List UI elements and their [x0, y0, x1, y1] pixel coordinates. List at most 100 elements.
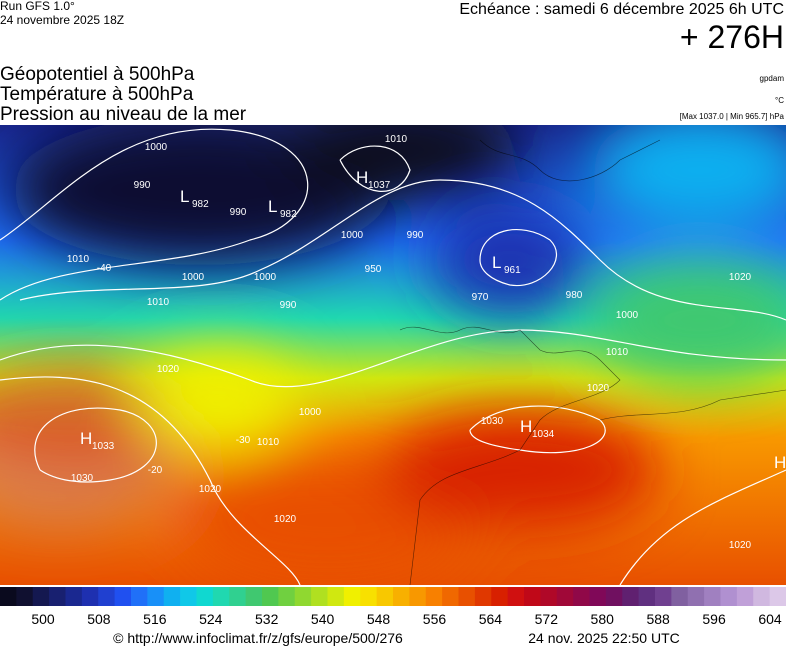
colorbar-tick-label: 548: [367, 611, 391, 627]
colorbar-swatch: [556, 587, 574, 606]
colorbar-swatch: [491, 587, 509, 606]
colorbar-swatch: [687, 587, 705, 606]
contour-label: 1010: [385, 134, 408, 145]
colorbar-swatch: [442, 587, 459, 606]
contour-label: 1020: [274, 514, 297, 525]
colorbar-swatch: [229, 587, 247, 606]
colorbar-swatch: [49, 587, 66, 606]
center-kind: L: [180, 187, 189, 206]
colorbar-swatch: [81, 587, 99, 606]
colorbar-swatch: [180, 587, 197, 606]
colorbar-swatch: [393, 587, 410, 606]
colorbar-swatch: [605, 587, 623, 606]
unit-label: °C: [775, 96, 784, 105]
colorbar-swatch: [245, 587, 263, 606]
colorbar-swatch: [507, 587, 525, 606]
contour-label: 990: [230, 207, 247, 218]
contour-label: 1010: [147, 297, 170, 308]
contour-label: 1010: [606, 347, 629, 358]
isobars: [0, 128, 786, 585]
contour-label: 1030: [71, 473, 94, 484]
colorbar-tick-label: 516: [143, 611, 167, 627]
colorbar-swatch: [458, 587, 476, 606]
colorbar-swatch: [425, 587, 443, 606]
contour-label: -40: [97, 263, 112, 274]
contour-label: 1010: [67, 254, 90, 265]
run-date: 24 novembre 2025 18Z: [0, 13, 124, 27]
pressure-center: L 982: [180, 187, 209, 210]
colorbar-tick-label: 524: [199, 611, 223, 627]
colorbar-tick-label: 596: [702, 611, 726, 627]
pressure-center: L 961: [492, 253, 521, 276]
colorbar-swatch: [131, 587, 148, 606]
unit-label: gpdam: [760, 74, 785, 83]
colorbar-swatch: [655, 587, 672, 606]
colorbar-tick-label: 508: [87, 611, 111, 627]
colorbar-swatch: [540, 587, 558, 606]
layer-label: Pression au niveau de la mer: [0, 104, 247, 125]
colorbar-swatch: [573, 587, 590, 606]
contour-label: 990: [134, 180, 151, 191]
contour-label: 950: [365, 264, 382, 275]
colorbar-swatch: [32, 587, 50, 606]
contour-label: 1000: [254, 272, 277, 283]
contour-label: 970: [472, 292, 489, 303]
colorbar-swatch: [524, 587, 541, 606]
colorbar-swatch: [769, 587, 786, 606]
center-kind: H: [356, 168, 368, 187]
colorbar-swatch: [294, 587, 312, 606]
colorbar-tick-label: 604: [758, 611, 782, 627]
generated-time: 24 nov. 2025 22:50 UTC: [528, 630, 680, 646]
colorbar-swatch: [376, 587, 394, 606]
pressure-center: H 1034: [520, 417, 555, 440]
colorbar-swatch: [98, 587, 116, 606]
contour-label: 1000: [616, 310, 639, 321]
contour-label: 990: [280, 300, 297, 311]
colorbar-swatch: [0, 587, 17, 606]
colorbar-swatch: [474, 587, 492, 606]
contour-label: 1030: [481, 416, 504, 427]
colorbar-swatch: [278, 587, 296, 606]
contour-label: 990: [407, 230, 424, 241]
colorbar-swatch: [147, 587, 165, 606]
contour-label: 1020: [729, 540, 752, 551]
colorbar-swatch: [212, 587, 230, 606]
colorbar-swatch: [327, 587, 345, 606]
contour-label: 1010: [257, 437, 280, 448]
center-value: 982: [280, 209, 297, 220]
center-kind: L: [492, 253, 501, 272]
lead-time: + 276H: [680, 19, 784, 55]
center-value: 1033: [92, 441, 115, 452]
colorbar-swatch: [311, 587, 328, 606]
colorbar-swatch: [16, 587, 34, 606]
contour-label: -30: [236, 435, 251, 446]
colorbar-tick-label: 556: [423, 611, 447, 627]
contour-label: 1020: [157, 364, 180, 375]
colorbar-swatch: [736, 587, 754, 606]
contour-label: -20: [148, 465, 163, 476]
coastlines: [399, 139, 786, 585]
contour-label: 1000: [145, 142, 168, 153]
contour-label: 1000: [299, 407, 322, 418]
colorbar-swatch: [671, 587, 689, 606]
source-url: © http://www.infoclimat.fr/z/gfs/europe/…: [113, 630, 403, 646]
contour-label: 1000: [341, 230, 364, 241]
colorbar-tick-label: 572: [535, 611, 559, 627]
pressure-center: H: [774, 453, 786, 472]
colorbar-tick-label: 540: [311, 611, 335, 627]
center-kind: H: [520, 417, 532, 436]
layer-label: Géopotentiel à 500hPa: [0, 64, 195, 85]
colorbar-swatch: [163, 587, 181, 606]
contour-label: 1020: [199, 484, 222, 495]
pressure-center: H 1033: [80, 429, 115, 452]
colorbar: 500 508 516 524 532 540 548 556 564 572 580 588 596 6…: [0, 587, 786, 627]
colorbar-swatch: [360, 587, 378, 606]
center-value: 1034: [532, 429, 555, 440]
pressure-center: H 1037: [356, 168, 391, 191]
colorbar-swatch: [638, 587, 656, 606]
colorbar-swatch: [65, 587, 83, 606]
contour-label: 1000: [182, 272, 205, 283]
colorbar-swatch: [262, 587, 279, 606]
colorbar-swatch: [622, 587, 640, 606]
